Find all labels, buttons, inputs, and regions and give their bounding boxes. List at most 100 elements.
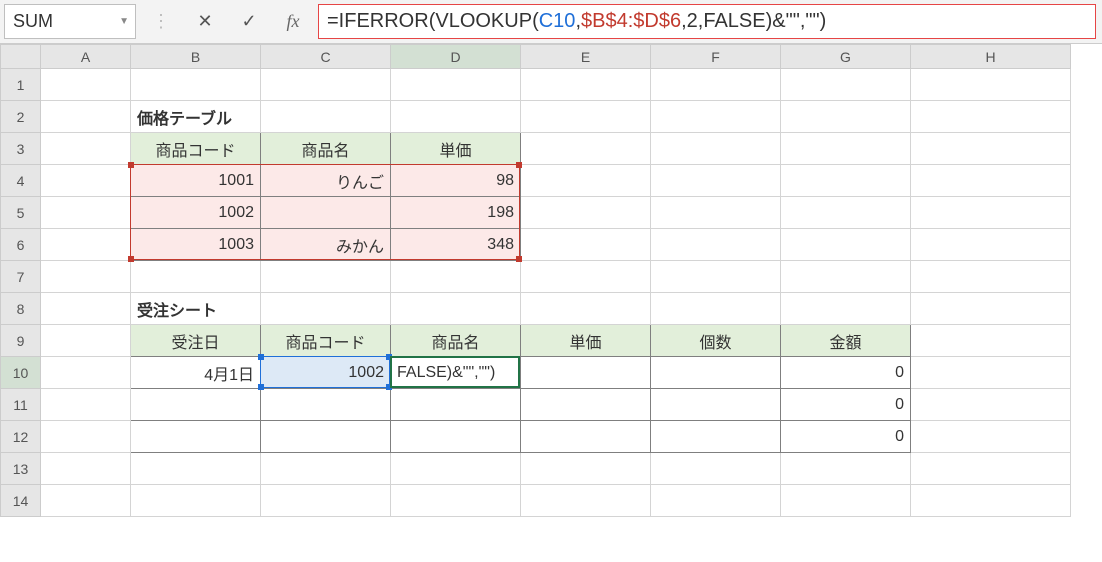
cell-E14[interactable] [521,485,651,517]
cell-H5[interactable] [911,197,1071,229]
cell-B4[interactable]: 1001 [131,165,261,197]
cell-D1[interactable] [391,69,521,101]
cell-G11[interactable]: 0 [781,389,911,421]
cell-C8[interactable] [261,293,391,325]
cell-E2[interactable] [521,101,651,133]
cell-C2[interactable] [261,101,391,133]
cell-C12[interactable] [261,421,391,453]
cell-B11[interactable] [131,389,261,421]
cell-H8[interactable] [911,293,1071,325]
cell-F11[interactable] [651,389,781,421]
row-header-5[interactable]: 5 [1,197,41,229]
cell-A3[interactable] [41,133,131,165]
cell-F6[interactable] [651,229,781,261]
cell-G3[interactable] [781,133,911,165]
cell-G14[interactable] [781,485,911,517]
name-box[interactable]: SUM ▼ [4,4,136,39]
cell-C7[interactable] [261,261,391,293]
cell-G12[interactable]: 0 [781,421,911,453]
cancel-formula-button[interactable]: ✕ [192,9,218,35]
cell-B6[interactable]: 1003 [131,229,261,261]
row-header-2[interactable]: 2 [1,101,41,133]
cell-C3[interactable]: 商品名 [261,133,391,165]
cell-G6[interactable] [781,229,911,261]
cell-B5[interactable]: 1002 [131,197,261,229]
fx-icon[interactable]: fx [280,9,306,35]
cell-B2[interactable]: 価格テーブル [131,101,261,133]
cell-G5[interactable] [781,197,911,229]
cell-D14[interactable] [391,485,521,517]
col-header-B[interactable]: B [131,45,261,69]
cell-H1[interactable] [911,69,1071,101]
cell-A4[interactable] [41,165,131,197]
col-header-F[interactable]: F [651,45,781,69]
cell-D7[interactable] [391,261,521,293]
cell-B14[interactable] [131,485,261,517]
cell-E11[interactable] [521,389,651,421]
row-header-10[interactable]: 10 [1,357,41,389]
col-header-H[interactable]: H [911,45,1071,69]
col-header-A[interactable]: A [41,45,131,69]
cell-B3[interactable]: 商品コード [131,133,261,165]
cell-C11[interactable] [261,389,391,421]
formula-input[interactable]: =IFERROR(VLOOKUP(C10,$B$4:$D$6,2,FALSE)&… [318,4,1096,39]
cell-G7[interactable] [781,261,911,293]
cell-A1[interactable] [41,69,131,101]
cell-H2[interactable] [911,101,1071,133]
cell-C5[interactable] [261,197,391,229]
cell-E5[interactable] [521,197,651,229]
cell-B13[interactable] [131,453,261,485]
cell-D4[interactable]: 98 [391,165,521,197]
cell-H6[interactable] [911,229,1071,261]
row-header-1[interactable]: 1 [1,69,41,101]
row-header-11[interactable]: 11 [1,389,41,421]
cell-H3[interactable] [911,133,1071,165]
cell-F3[interactable] [651,133,781,165]
cell-B9[interactable]: 受注日 [131,325,261,357]
cell-E7[interactable] [521,261,651,293]
cell-A5[interactable] [41,197,131,229]
row-header-12[interactable]: 12 [1,421,41,453]
cell-C1[interactable] [261,69,391,101]
col-header-C[interactable]: C [261,45,391,69]
cell-G13[interactable] [781,453,911,485]
cell-D8[interactable] [391,293,521,325]
cell-G9[interactable]: 金額 [781,325,911,357]
cell-E3[interactable] [521,133,651,165]
cell-G8[interactable] [781,293,911,325]
row-header-9[interactable]: 9 [1,325,41,357]
formula-options-icon[interactable]: ⋮ [148,9,174,35]
cell-D10[interactable]: FALSE)&"","") [391,357,521,389]
cell-B7[interactable] [131,261,261,293]
row-header-14[interactable]: 14 [1,485,41,517]
cell-B8[interactable]: 受注シート [131,293,261,325]
cell-D3[interactable]: 単価 [391,133,521,165]
cell-H9[interactable] [911,325,1071,357]
cell-F10[interactable] [651,357,781,389]
cell-H14[interactable] [911,485,1071,517]
row-header-7[interactable]: 7 [1,261,41,293]
cell-D6[interactable]: 348 [391,229,521,261]
cell-D2[interactable] [391,101,521,133]
cell-D5[interactable]: 198 [391,197,521,229]
cell-D12[interactable] [391,421,521,453]
cell-A13[interactable] [41,453,131,485]
cell-E6[interactable] [521,229,651,261]
col-header-D[interactable]: D [391,45,521,69]
cell-C14[interactable] [261,485,391,517]
name-box-dropdown-icon[interactable]: ▼ [119,16,129,27]
cell-G4[interactable] [781,165,911,197]
cell-F14[interactable] [651,485,781,517]
cell-A14[interactable] [41,485,131,517]
row-header-13[interactable]: 13 [1,453,41,485]
cell-D11[interactable] [391,389,521,421]
cell-D9[interactable]: 商品名 [391,325,521,357]
row-header-6[interactable]: 6 [1,229,41,261]
cell-F1[interactable] [651,69,781,101]
cell-C13[interactable] [261,453,391,485]
cell-C6[interactable]: みかん [261,229,391,261]
cell-F9[interactable]: 個数 [651,325,781,357]
cell-A10[interactable] [41,357,131,389]
accept-formula-button[interactable]: ✓ [236,9,262,35]
cell-E4[interactable] [521,165,651,197]
